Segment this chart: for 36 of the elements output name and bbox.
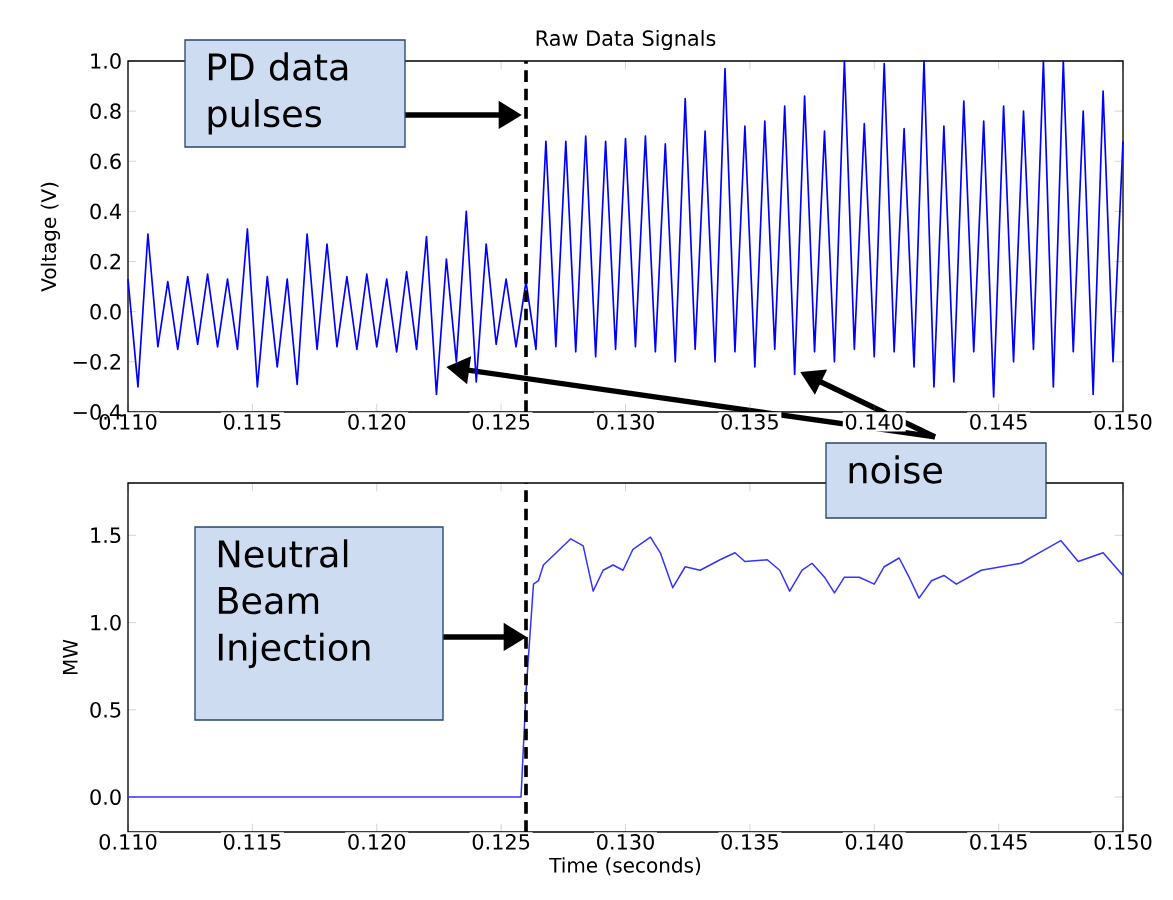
annotation: Neutral Beam Injection [218, 539, 370, 669]
y-tick-label: 0.2 [90, 253, 121, 270]
y-tick-label: 0.8 [90, 103, 121, 119]
line-series [127, 536, 1124, 798]
x-tick-label: 0.150 [1094, 413, 1152, 430]
x-tick-label: 0.130 [597, 413, 654, 430]
x-tick-label: 0.120 [348, 413, 406, 430]
x-tick-label: 0.140 [845, 413, 903, 430]
x-tick-label: 0.125 [472, 413, 530, 430]
y-tick-label: 0.6 [90, 153, 121, 170]
annotation: PD data pulses [208, 52, 348, 135]
x-tick-label: 0.135 [721, 833, 778, 850]
x-tick-label: 0.115 [223, 833, 281, 850]
x-tick-label: 0.130 [597, 833, 654, 850]
x-tick-label: 0.125 [472, 833, 530, 850]
y-tick-label: 1.5 [91, 527, 121, 544]
chart-title: Raw Data Signals [536, 29, 716, 51]
y-tick-label: 0.0 [90, 789, 121, 805]
x-axis-title: Time (seconds) [549, 857, 701, 876]
y-tick-label: 1.0 [91, 614, 121, 631]
x-tick-label: 0.150 [1094, 833, 1152, 850]
y-tick-label: −0.2 [73, 353, 121, 370]
annotation: noise [849, 455, 942, 484]
x-tick-label: 0.110 [99, 833, 157, 850]
x-tick-label: 0.115 [223, 413, 281, 430]
x-tick-label: 0.145 [970, 833, 1027, 850]
x-tick-label: 0.135 [721, 413, 778, 430]
y-tick-label: 0.5 [90, 701, 121, 718]
y-axis-title: MW [62, 639, 78, 675]
y-tick-label: 1.0 [91, 53, 121, 69]
x-tick-label: 0.120 [348, 833, 406, 850]
y-axis-title: Voltage (V) [40, 182, 61, 292]
x-tick-label: 0.140 [845, 833, 903, 850]
y-tick-label: 0.4 [90, 203, 121, 220]
x-tick-label: 0.145 [970, 413, 1027, 430]
y-tick-label: 0.0 [90, 303, 121, 320]
